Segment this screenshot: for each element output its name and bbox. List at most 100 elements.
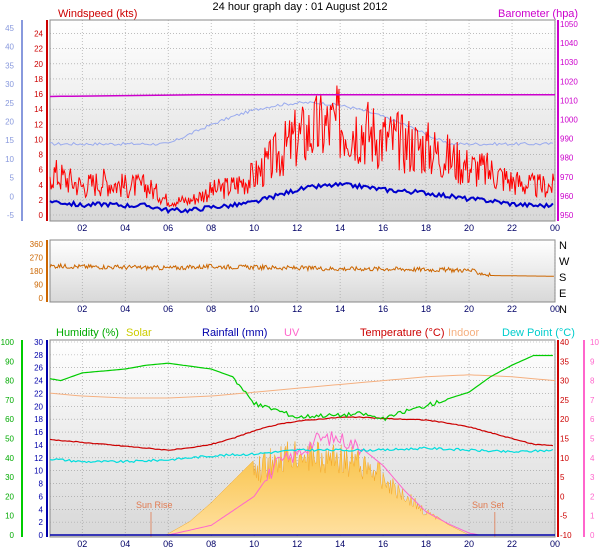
uv-ytick-0: 0: [590, 531, 595, 540]
wind-ytick-4: 4: [39, 181, 44, 190]
temp-ytick-40: 40: [560, 338, 569, 347]
clim-xtick-02: 02: [77, 539, 87, 549]
humidity-ytick-20: 20: [5, 492, 14, 501]
uv-ytick-6: 6: [590, 415, 595, 424]
rain-ytick-10: 10: [34, 467, 43, 476]
windspeed-gust-line: [49, 85, 555, 208]
wind-ytick-10: 10: [34, 135, 43, 144]
temp-ytick-35: 35: [560, 357, 569, 366]
dir-ytick-0: 0: [39, 294, 44, 303]
wind-ytick-20: 20: [34, 60, 43, 69]
climate-legend: Humidity (%) Solar Rainfall (mm) UV Temp…: [56, 327, 575, 339]
dir-xtick-12: 12: [292, 304, 302, 314]
rain-ytick-12: 12: [34, 454, 43, 463]
dir-ytick-270: 270: [30, 254, 44, 263]
humidity-ytick-60: 60: [5, 415, 14, 424]
dir-xtick-04: 04: [120, 304, 130, 314]
humidity-ytick-30: 30: [5, 473, 14, 482]
dir-xtick-02: 02: [77, 304, 87, 314]
compass-s: S: [559, 272, 566, 284]
uv-line: [168, 431, 478, 536]
chart-title: 24 hour graph day : 01 August 2012: [213, 1, 388, 13]
baro-ytick-970: 970: [560, 173, 574, 182]
secondary-trace-line: [49, 101, 553, 147]
sunset-label: Sun Set: [472, 500, 505, 510]
legend-temperature: Temperature (°C): [360, 327, 444, 339]
rain-ytick-22: 22: [34, 389, 43, 398]
temp-ytick-30: 30: [560, 377, 569, 386]
outer-left-ytick-35: 35: [5, 61, 14, 70]
clim-xtick-18: 18: [421, 539, 431, 549]
humidity-ytick-70: 70: [5, 396, 14, 405]
wind-ytick-18: 18: [34, 75, 43, 84]
baro-ytick-950: 950: [560, 211, 574, 220]
outer-left-ytick-45: 45: [5, 24, 14, 33]
rain-ytick-18: 18: [34, 415, 43, 424]
wind-xtick-18: 18: [421, 223, 431, 233]
indoor-line: [49, 374, 556, 399]
uv-ytick-10: 10: [590, 338, 599, 347]
wind-ytick-2: 2: [39, 196, 44, 205]
temp-ytick-5: 5: [560, 473, 565, 482]
wind-xtick-10: 10: [249, 223, 259, 233]
compass-labels: N W S E N: [559, 240, 570, 316]
rain-ytick-4: 4: [39, 505, 44, 514]
wind-ytick-16: 16: [34, 90, 43, 99]
dir-xtick-00: 00: [550, 304, 560, 314]
dir-ytick-90: 90: [34, 281, 43, 290]
wind-xtick-06: 06: [163, 223, 173, 233]
baro-ytick-1030: 1030: [560, 58, 578, 67]
rain-ytick-30: 30: [34, 338, 43, 347]
solar-area: [165, 441, 470, 536]
rain-ytick-0: 0: [39, 531, 44, 540]
wind-ytick-12: 12: [34, 120, 43, 129]
compass-n-top: N: [559, 240, 567, 252]
clim-xtick-20: 20: [464, 539, 474, 549]
dir-xtick-20: 20: [464, 304, 474, 314]
outer-left-ytick-10: 10: [5, 155, 14, 164]
dir-ytick-360: 360: [30, 240, 44, 249]
uv-ytick-3: 3: [590, 473, 595, 482]
clim-xtick-16: 16: [378, 539, 388, 549]
baro-ytick-1040: 1040: [560, 39, 578, 48]
wind-ytick-24: 24: [34, 30, 43, 39]
humidity-ytick-40: 40: [5, 454, 14, 463]
grid-lines: [50, 20, 556, 537]
outer-left-ytick-25: 25: [5, 99, 14, 108]
outer-left-ytick-5: 5: [10, 174, 15, 183]
uv-ytick-1: 1: [590, 512, 595, 521]
uv-ytick-8: 8: [590, 377, 595, 386]
wind-xtick-22: 22: [507, 223, 517, 233]
clim-xtick-06: 06: [163, 539, 173, 549]
humidity-ytick-100: 100: [1, 338, 15, 347]
baro-ytick-1050: 1050: [560, 20, 578, 29]
clim-xtick-00: 00: [550, 539, 560, 549]
barometer-line: [49, 93, 555, 98]
temp-ytick-20: 20: [560, 415, 569, 424]
uv-ytick-2: 2: [590, 492, 595, 501]
humidity-ytick-0: 0: [10, 531, 15, 540]
outer-left-ytick-40: 40: [5, 43, 14, 52]
wind-ytick-0: 0: [39, 211, 44, 220]
temperature-line: [49, 416, 553, 451]
compass-n-bottom: N: [559, 304, 567, 316]
wind-xtick-08: 08: [206, 223, 216, 233]
wind-xtick-14: 14: [335, 223, 345, 233]
outer-left-ytick--5: -5: [7, 211, 15, 220]
legend-indoor: Indoor: [448, 327, 480, 339]
direction-panel: [49, 239, 556, 303]
baro-ytick-960: 960: [560, 192, 574, 201]
clim-xtick-10: 10: [249, 539, 259, 549]
dir-xtick-10: 10: [249, 304, 259, 314]
dir-xtick-14: 14: [335, 304, 345, 314]
dir-xtick-06: 06: [163, 304, 173, 314]
dir-xtick-08: 08: [206, 304, 216, 314]
chart-marks: [49, 85, 556, 537]
temp-ytick-15: 15: [560, 435, 569, 444]
rain-ytick-14: 14: [34, 441, 43, 450]
outer-left-ytick-20: 20: [5, 118, 14, 127]
dir-xtick-18: 18: [421, 304, 431, 314]
clim-xtick-04: 04: [120, 539, 130, 549]
